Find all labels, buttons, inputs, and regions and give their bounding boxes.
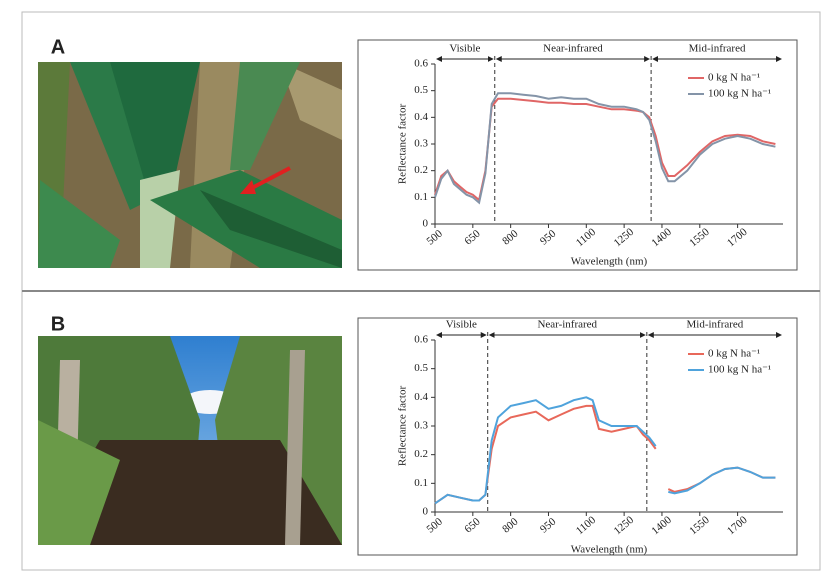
- y-axis-label: Reflectance factor: [397, 386, 409, 467]
- y-axis-label: Reflectance factor: [397, 104, 409, 185]
- x-tick-label: 800: [500, 515, 521, 535]
- chart-frame: [357, 39, 798, 271]
- x-tick-label: 650: [462, 227, 483, 247]
- x-axis-label: Wavelength (nm): [571, 256, 648, 268]
- legend-label: 100 kg N ha⁻¹: [708, 88, 771, 100]
- panel-label: A: [51, 36, 65, 58]
- x-tick-label: 950: [538, 515, 559, 535]
- y-tick-label: 0.6: [414, 334, 428, 346]
- chart-frame: [357, 317, 798, 556]
- y-tick-label: 0.4: [414, 391, 428, 403]
- region-label: Visible: [449, 43, 480, 55]
- region-label: Near-infrared: [543, 43, 603, 55]
- region-label: Near-infrared: [537, 319, 597, 331]
- y-tick-label: 0.3: [414, 138, 428, 150]
- photo-a: [38, 62, 342, 268]
- x-tick-label: 500: [425, 515, 446, 535]
- y-tick-label: 0.5: [414, 362, 428, 374]
- x-tick-label: 1550: [687, 226, 712, 250]
- series-line: [434, 97, 776, 202]
- series-line: [434, 396, 776, 505]
- x-tick-label: 1550: [687, 514, 712, 538]
- y-tick-label: 0.5: [414, 84, 428, 96]
- y-tick-label: 0.2: [414, 448, 428, 460]
- x-tick-label: 1250: [612, 226, 637, 250]
- photo-b: [38, 336, 342, 545]
- x-tick-label: 1700: [725, 514, 750, 538]
- series-line: [434, 92, 776, 205]
- legend-label: 0 kg N ha⁻¹: [708, 72, 760, 84]
- y-tick-label: 0.2: [414, 164, 428, 176]
- legend-label: 0 kg N ha⁻¹: [708, 348, 760, 360]
- x-tick-label: 1100: [574, 514, 599, 537]
- x-tick-label: 1700: [725, 226, 750, 250]
- x-tick-label: 1250: [612, 514, 637, 538]
- x-tick-label: 800: [500, 227, 521, 247]
- region-label: Mid-infrared: [689, 43, 746, 55]
- region-label: Visible: [446, 319, 477, 331]
- y-tick-label: 0: [423, 506, 429, 518]
- y-tick-label: 0.4: [414, 111, 428, 123]
- legend-label: 100 kg N ha⁻¹: [708, 364, 771, 376]
- y-tick-label: 0.3: [414, 420, 428, 432]
- x-tick-label: 650: [462, 515, 483, 535]
- region-label: Mid-infrared: [687, 319, 744, 331]
- x-axis-label: Wavelength (nm): [571, 544, 648, 556]
- y-tick-label: 0.1: [414, 477, 428, 489]
- y-tick-label: 0.6: [414, 58, 428, 70]
- x-tick-label: 950: [538, 227, 559, 247]
- x-tick-label: 1100: [574, 226, 599, 249]
- x-tick-label: 1400: [649, 514, 674, 538]
- y-tick-label: 0: [423, 218, 429, 230]
- y-tick-label: 0.1: [414, 191, 428, 203]
- panel-label: B: [51, 313, 65, 335]
- x-tick-label: 1400: [649, 226, 674, 250]
- x-tick-label: 500: [425, 227, 446, 247]
